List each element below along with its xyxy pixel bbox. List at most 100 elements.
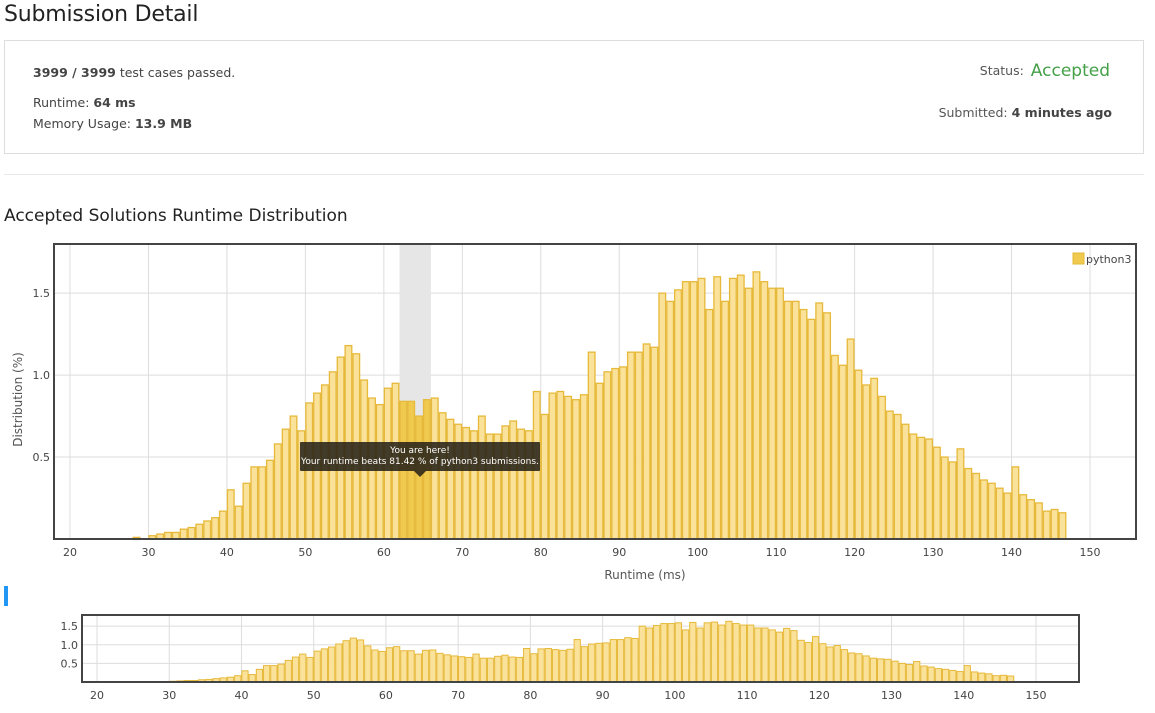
histogram-bar[interactable] <box>815 302 824 540</box>
histogram-bar[interactable] <box>681 281 690 540</box>
histogram-bar[interactable] <box>980 479 988 540</box>
histogram-bar[interactable] <box>925 438 934 540</box>
histogram-bar[interactable] <box>415 415 424 540</box>
histogram-bar[interactable] <box>893 413 902 540</box>
histogram-bar[interactable] <box>587 351 596 540</box>
runtime-distribution-chart[interactable]: 20 30 40 50 60 70 80 90 100 110 120 130 140 150 0.5 1.0… <box>0 240 1155 585</box>
histogram-bar[interactable] <box>901 423 910 540</box>
histogram-bar[interactable] <box>266 459 274 540</box>
histogram-bar[interactable] <box>446 418 455 540</box>
histogram-bar[interactable] <box>564 395 573 540</box>
histogram-bar[interactable] <box>878 395 886 540</box>
overview-navigator-chart[interactable]: 20 30 40 50 60 70 80 90 100 110 120 130 140 150 0.5 1.0… <box>0 608 1155 713</box>
histogram-bar[interactable] <box>885 410 894 540</box>
histogram-bar[interactable] <box>799 308 808 540</box>
histogram-bar[interactable] <box>273 443 282 540</box>
histogram-bar[interactable] <box>289 415 298 540</box>
runtime-distribution-svg[interactable]: 20 30 40 50 60 70 80 90 100 110 120 130 140 150 0.5 1.0… <box>0 240 1155 585</box>
histogram-bar[interactable] <box>603 371 612 540</box>
histogram-bar[interactable] <box>956 448 965 540</box>
histogram-bar[interactable] <box>932 446 941 540</box>
histogram-bar[interactable] <box>736 274 745 540</box>
legend-label[interactable]: python3 <box>1086 253 1131 266</box>
histogram-bar[interactable] <box>666 300 675 540</box>
histogram-bar[interactable] <box>1058 512 1067 540</box>
overview-navigator-svg[interactable]: 20 30 40 50 60 70 80 90 100 110 120 130 140 150 0.5 1.0… <box>0 608 1155 713</box>
histogram-bar[interactable] <box>203 520 212 540</box>
histogram-bar[interactable] <box>1027 499 1036 540</box>
histogram-bar[interactable] <box>728 277 737 540</box>
histogram-bar[interactable] <box>854 369 863 540</box>
histogram-bar[interactable] <box>626 351 635 540</box>
histogram-bar[interactable] <box>650 346 659 540</box>
histogram-bar[interactable] <box>791 300 800 540</box>
histogram-bar[interactable] <box>972 472 981 540</box>
histogram-bar[interactable] <box>179 528 188 540</box>
histogram-bar[interactable] <box>509 420 518 540</box>
histogram-bar[interactable] <box>752 271 761 540</box>
histogram-bar[interactable] <box>187 526 196 540</box>
histogram-bar[interactable] <box>1034 502 1043 540</box>
histogram-bar[interactable] <box>258 466 267 540</box>
histogram-bar[interactable] <box>987 482 996 540</box>
histogram-bar[interactable] <box>744 287 753 540</box>
histogram-bar[interactable] <box>540 413 549 540</box>
histogram-bar[interactable] <box>995 487 1004 540</box>
histogram-bar[interactable] <box>611 367 620 540</box>
overview-bar <box>956 671 964 683</box>
histogram-bar[interactable] <box>375 403 384 540</box>
histogram-bar[interactable] <box>870 377 879 540</box>
histogram-bar[interactable] <box>1011 466 1020 540</box>
histogram-bar[interactable] <box>634 351 643 540</box>
histogram-bar[interactable] <box>250 466 259 540</box>
histogram-bar[interactable] <box>595 382 604 540</box>
histogram-bar[interactable] <box>1042 510 1051 540</box>
histogram-bar[interactable] <box>846 338 855 540</box>
histogram-bar[interactable] <box>211 517 220 540</box>
histogram-bar[interactable] <box>1003 492 1012 540</box>
histogram-bar[interactable] <box>642 343 651 540</box>
histogram-bar[interactable] <box>477 415 486 540</box>
status-label: Status: <box>979 63 1024 78</box>
histogram-bar[interactable] <box>234 505 243 540</box>
histogram-bar[interactable] <box>438 412 447 540</box>
histogram-bar[interactable] <box>705 308 714 540</box>
histogram-bar[interactable] <box>1050 508 1059 540</box>
histogram-bar[interactable] <box>572 399 580 540</box>
histogram-bar[interactable] <box>619 366 628 540</box>
histogram-bar[interactable] <box>909 433 918 540</box>
histogram-bar[interactable] <box>776 287 784 540</box>
histogram-bar[interactable] <box>579 394 588 540</box>
histogram-bar[interactable] <box>226 489 235 540</box>
overview-bar <box>342 640 350 683</box>
histogram-bar[interactable] <box>713 276 722 540</box>
histogram-bar[interactable] <box>807 318 816 540</box>
histogram-bar[interactable] <box>823 312 832 540</box>
histogram-bar[interactable] <box>768 287 777 540</box>
histogram-bar[interactable] <box>783 300 792 540</box>
overview-bar <box>970 671 979 683</box>
histogram-bar[interactable] <box>760 281 769 540</box>
histogram-bar[interactable] <box>556 390 565 540</box>
histogram-bar[interactable] <box>242 482 251 540</box>
status-accepted-link[interactable]: Accepted <box>1030 61 1110 81</box>
histogram-bar[interactable] <box>948 461 957 540</box>
histogram-bar[interactable] <box>697 277 706 540</box>
histogram-bar[interactable] <box>830 354 839 540</box>
histogram-bar[interactable] <box>195 523 204 540</box>
histogram-bar[interactable] <box>689 281 698 540</box>
histogram-bar[interactable] <box>674 289 682 540</box>
x-tick-label: 50 <box>298 546 312 559</box>
histogram-bar[interactable] <box>548 392 557 540</box>
histogram-bar[interactable] <box>658 292 667 540</box>
histogram-bar[interactable] <box>281 428 290 540</box>
histogram-bar[interactable] <box>721 300 730 540</box>
histogram-bar[interactable] <box>917 436 926 540</box>
histogram-bar[interactable] <box>940 456 949 540</box>
histogram-bar[interactable] <box>964 467 973 540</box>
overview-bar <box>710 621 719 683</box>
histogram-bar[interactable] <box>838 364 847 540</box>
histogram-bar[interactable] <box>218 510 227 540</box>
histogram-bar[interactable] <box>862 384 871 540</box>
histogram-bar[interactable] <box>1019 494 1028 540</box>
